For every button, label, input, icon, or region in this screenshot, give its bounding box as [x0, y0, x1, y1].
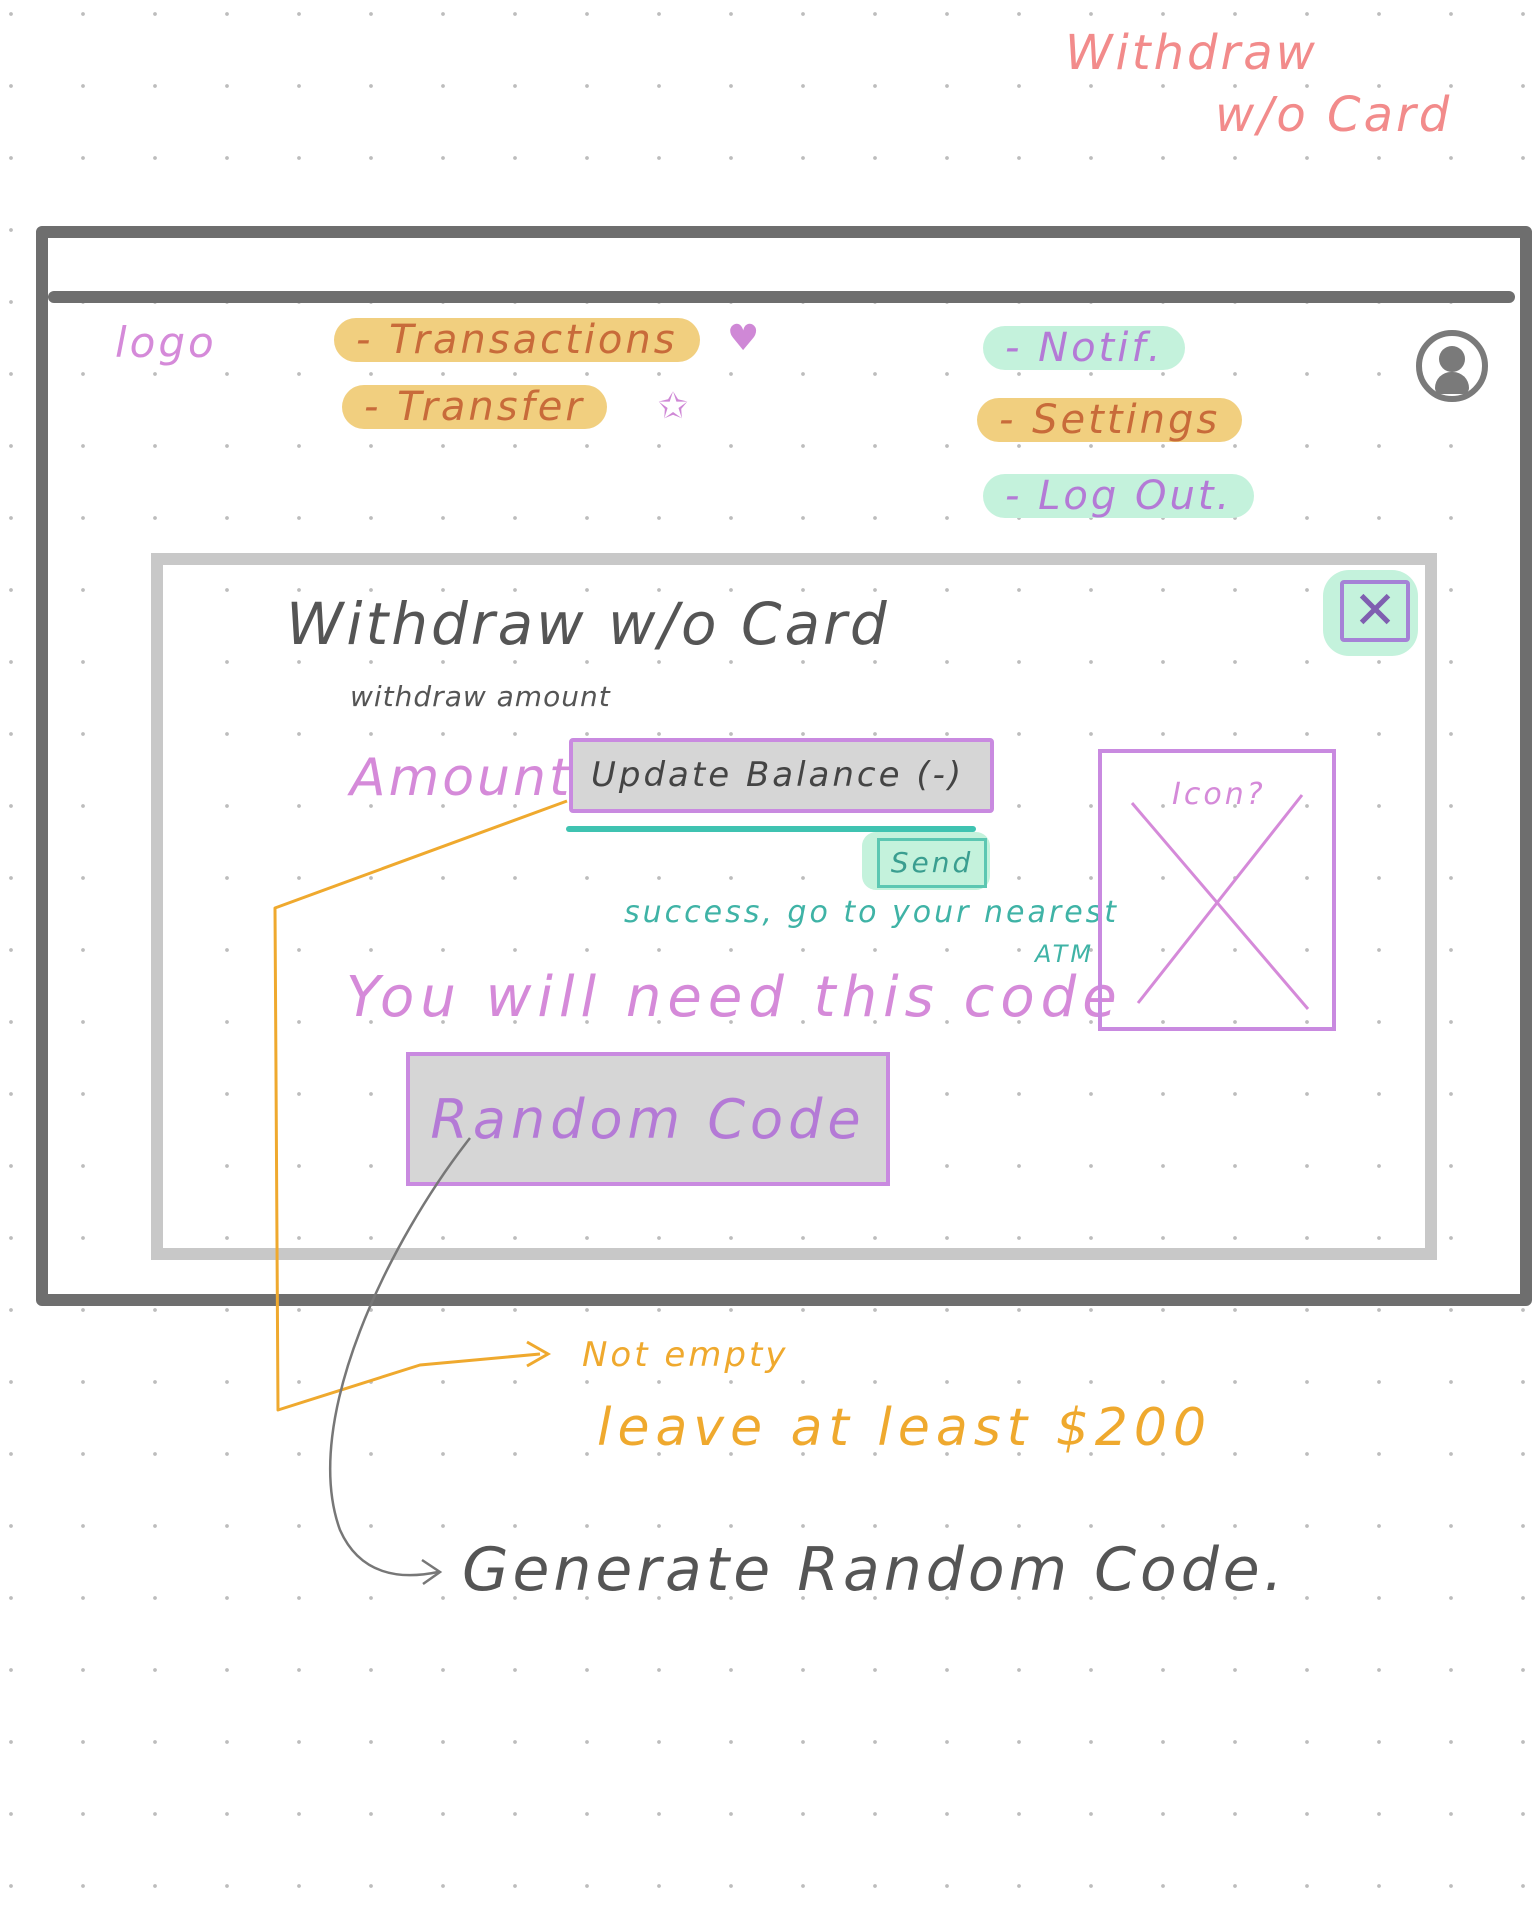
modal-title: Withdraw w/o Card [286, 590, 890, 658]
random-code-display[interactable]: Random Code [406, 1052, 890, 1186]
success-message: success, go to your nearest [624, 895, 1120, 930]
placeholder-cross-icon [1130, 794, 1310, 1010]
input-underline [566, 826, 976, 832]
withdraw-modal [151, 553, 1437, 1260]
nav-transfer[interactable]: - Transfer [342, 385, 607, 429]
browser-top-bar [48, 291, 1515, 303]
need-code-text: You will need this code [346, 965, 1123, 1030]
user-avatar-icon[interactable] [1416, 330, 1488, 402]
icon-placeholder: Icon? [1098, 749, 1336, 1031]
nav-transactions[interactable]: - Transactions [334, 318, 700, 362]
logo[interactable]: logo [115, 318, 217, 367]
star-icon: ✩ [658, 386, 689, 427]
nav-settings[interactable]: - Settings [977, 398, 1243, 442]
validation-note-title: Not empty [582, 1335, 789, 1375]
validation-note-rule: leave at least $200 [597, 1398, 1213, 1458]
amount-input[interactable]: Update Balance (-) [569, 738, 994, 813]
amount-label: Amount [350, 748, 573, 808]
close-button[interactable]: ✕ [1340, 580, 1410, 642]
browser-frame [36, 226, 1532, 1306]
heart-icon: ♥ [727, 318, 760, 359]
page-title-line2: w/o Card [1215, 87, 1453, 143]
nav-notif[interactable]: - Notif. [983, 326, 1186, 370]
send-button[interactable]: Send [877, 838, 987, 888]
generate-code-note: Generate Random Code. [462, 1535, 1287, 1605]
close-icon: ✕ [1353, 581, 1397, 641]
send-button-highlight [862, 832, 990, 890]
success-message-atm: ATM [1035, 940, 1095, 968]
page-title-line1: Withdraw [1065, 25, 1318, 81]
field-caption: withdraw amount [350, 680, 611, 713]
nav-log-out[interactable]: - Log Out. [983, 474, 1255, 518]
page-title: Withdraw w/o Card [1065, 22, 1485, 146]
icon-placeholder-label: Icon? [1172, 777, 1266, 812]
